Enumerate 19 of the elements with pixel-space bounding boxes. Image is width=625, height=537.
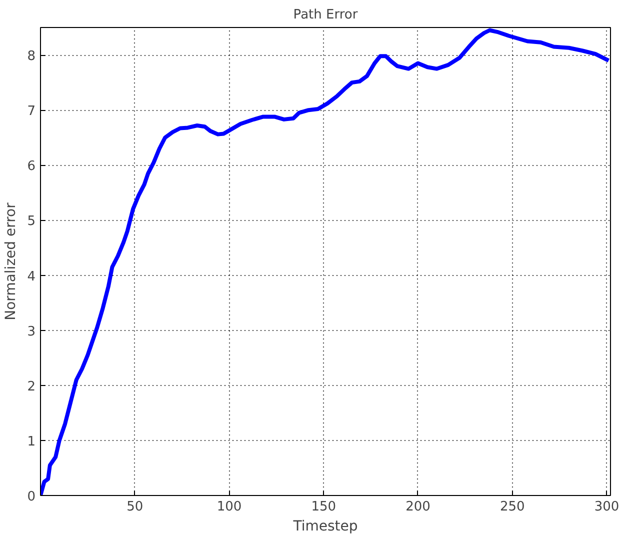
y-tick-label: 0: [27, 490, 36, 504]
y-tick-label: 7: [27, 104, 36, 120]
x-tick-label: 50: [126, 500, 144, 514]
y-tick-label: 2: [27, 379, 36, 394]
y-tick-label: 6: [27, 159, 36, 174]
y-tick-label: 3: [27, 324, 36, 340]
x-axis-title: Timestep: [292, 518, 358, 534]
y-axis-title: Normalized error: [3, 202, 20, 320]
x-tick-label: 250: [500, 500, 525, 514]
x-tick-label: 150: [311, 500, 336, 514]
x-tick-label: 300: [594, 500, 620, 514]
y-tick-label: 4: [27, 269, 36, 284]
x-tick-label: 100: [216, 500, 242, 514]
y-tick-label: 1: [27, 434, 36, 450]
line-series: [40, 28, 610, 496]
y-tick-label: 8: [27, 49, 36, 64]
y-tick-label: 5: [27, 214, 36, 230]
x-tick-label: 200: [406, 500, 430, 514]
chart-title: Path Error: [293, 8, 358, 22]
